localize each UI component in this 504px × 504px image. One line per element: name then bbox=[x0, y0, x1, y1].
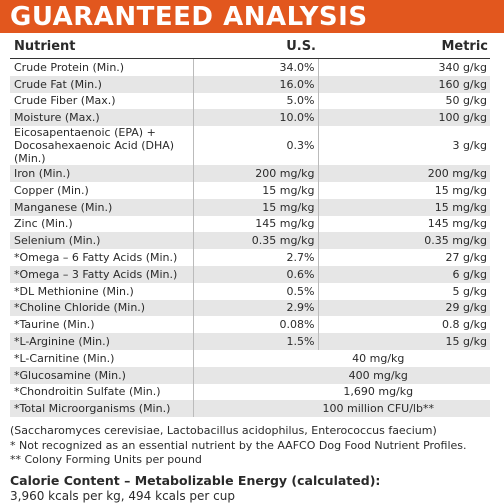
table-row: *L-Arginine (Min.) 1.5% 15 g/kg bbox=[10, 333, 490, 350]
value-cell: 1.5% bbox=[192, 333, 318, 350]
nutrient-cell: Crude Protein (Min.) bbox=[14, 60, 125, 74]
table-row: Zinc (Min.) 145 mg/kg 145 mg/kg bbox=[10, 215, 490, 233]
nutrient-cell: *Omega – 3 Fatty Acids (Min.) bbox=[10, 265, 193, 283]
value-cell: 2.7% bbox=[192, 249, 318, 266]
column-header: Metric bbox=[318, 36, 490, 59]
nutrient-cell: Copper (Min.) bbox=[14, 183, 89, 197]
value-cell: 0.6% bbox=[192, 265, 318, 283]
table-row: Moisture (Max.) 10.0% 100 g/kg bbox=[10, 109, 490, 127]
nutrient-cell: Iron (Min.) bbox=[10, 165, 193, 182]
table-row: Eicosapentaenoic (EPA) + Docosahexaenoic… bbox=[10, 126, 490, 166]
table-row: *L-Carnitine (Min.) 40 mg/kg bbox=[10, 349, 490, 367]
value-cell: 50 g/kg bbox=[317, 92, 490, 110]
table-row: *Glucosamine (Min.) 400 mg/kg bbox=[10, 366, 490, 384]
value-cell: 0.8 g/kg bbox=[317, 316, 490, 334]
value-cell: 34.0% bbox=[192, 58, 318, 76]
value-cell: 400 mg/kg bbox=[192, 366, 490, 384]
calorie-title: Calorie Content – Metabolizable Energy (… bbox=[10, 473, 381, 488]
table-row: Iron (Min.) 200 mg/kg 200 mg/kg bbox=[10, 165, 490, 182]
value-cell: 160 g/kg bbox=[317, 75, 490, 93]
value-cell: 0.35 mg/kg bbox=[192, 232, 318, 250]
value-cell: 15 mg/kg bbox=[317, 198, 490, 216]
value-cell: 5.0% bbox=[192, 92, 318, 110]
value-cell: 6 g/kg bbox=[317, 265, 490, 283]
table-row: Crude Fat (Min.) 16.0% 160 g/kg bbox=[10, 75, 490, 93]
header-title: GUARANTEED ANALYSIS bbox=[10, 2, 368, 32]
value-cell: 27 g/kg bbox=[317, 249, 490, 266]
value-cell: 0.5% bbox=[192, 282, 318, 300]
footnotes: (Saccharomyces cerevisiae, Lactobacillus… bbox=[10, 424, 467, 468]
table-row: Crude Fiber (Max.) 5.0% 50 g/kg bbox=[10, 92, 490, 110]
value-cell: 0.3% bbox=[192, 126, 318, 166]
table-row: *Total Microorganisms (Min.) 100 million … bbox=[10, 400, 490, 418]
footnote: ** Colony Forming Units per pound bbox=[10, 453, 202, 466]
value-cell: 340 g/kg bbox=[317, 58, 490, 76]
header-row: Nutrient U.S. Metric bbox=[10, 36, 490, 59]
value-cell: 100 million CFU/lb** bbox=[192, 400, 490, 418]
value-cell: 145 mg/kg bbox=[192, 215, 318, 233]
value-cell: 15 mg/kg bbox=[192, 198, 318, 216]
value-cell: 15 g/kg bbox=[317, 333, 490, 350]
nutrient-cell: Manganese (Min.) bbox=[10, 198, 193, 216]
table-row: *Choline Chloride (Min.) 2.9% 29 g/kg bbox=[10, 299, 490, 317]
table-row: Copper (Min.) 15 mg/kg 15 mg/kg bbox=[10, 181, 490, 199]
nutrient-cell: Selenium (Min.) bbox=[10, 232, 193, 250]
value-cell: 0.08% bbox=[192, 316, 318, 334]
nutrient-cell: *DL Methionine (Min.) bbox=[14, 284, 134, 298]
nutrient-cell: *Taurine (Min.) bbox=[14, 318, 95, 332]
column-header: Nutrient bbox=[10, 36, 193, 59]
table-row: Manganese (Min.) 15 mg/kg 15 mg/kg bbox=[10, 198, 490, 216]
table-row: *Chondroitin Sulfate (Min.) 1,690 mg/kg bbox=[10, 383, 490, 401]
footnote: * Not recognized as an essential nutrien… bbox=[10, 438, 467, 452]
value-cell: 200 mg/kg bbox=[192, 165, 318, 182]
value-cell: 1,690 mg/kg bbox=[192, 383, 490, 401]
table-row: *DL Methionine (Min.) 0.5% 5 g/kg bbox=[10, 282, 490, 300]
table-row: *Omega – 6 Fatty Acids (Min.) 2.7% 27 g/kg bbox=[10, 249, 490, 266]
nutrient-cell: Moisture (Max.) bbox=[10, 109, 193, 127]
value-cell: 2.9% bbox=[192, 299, 318, 317]
header-banner: GUARANTEED ANALYSIS bbox=[0, 0, 504, 33]
table-row: Crude Protein (Min.) 34.0% 340 g/kg bbox=[10, 58, 490, 76]
value-cell: 145 mg/kg bbox=[317, 215, 490, 233]
value-cell: 40 mg/kg bbox=[192, 349, 490, 367]
nutrient-cell: *Glucosamine (Min.) bbox=[10, 366, 193, 384]
nutrient-cell: *Choline Chloride (Min.) bbox=[10, 299, 193, 317]
value-cell: 200 mg/kg bbox=[317, 165, 490, 182]
value-cell: 15 mg/kg bbox=[317, 181, 490, 199]
value-cell: 15 mg/kg bbox=[192, 181, 318, 199]
nutrient-cell: *Omega – 6 Fatty Acids (Min.) bbox=[14, 251, 178, 265]
value-cell: 3 g/kg bbox=[317, 126, 490, 166]
value-cell: 5 g/kg bbox=[317, 282, 490, 300]
nutrient-cell: Crude Fat (Min.) bbox=[10, 75, 193, 93]
nutrient-cell: Crude Fiber (Max.) bbox=[14, 94, 116, 108]
value-cell: 100 g/kg bbox=[317, 109, 490, 127]
table-row: *Omega – 3 Fatty Acids (Min.) 0.6% 6 g/kg bbox=[10, 265, 490, 283]
nutrient-cell: Zinc (Min.) bbox=[14, 217, 73, 231]
table-row: Selenium (Min.) 0.35 mg/kg 0.35 mg/kg bbox=[10, 232, 490, 250]
nutrient-cell: *Chondroitin Sulfate (Min.) bbox=[14, 385, 161, 399]
value-cell: 16.0% bbox=[192, 75, 318, 93]
value-cell: 0.35 mg/kg bbox=[317, 232, 490, 250]
calorie-content: Calorie Content – Metabolizable Energy (… bbox=[10, 473, 380, 504]
table-row: *Taurine (Min.) 0.08% 0.8 g/kg bbox=[10, 316, 490, 334]
nutrient-cell: *L-Arginine (Min.) bbox=[10, 333, 193, 350]
value-cell: 29 g/kg bbox=[317, 299, 490, 317]
footnote: (Saccharomyces cerevisiae, Lactobacillus… bbox=[10, 424, 437, 437]
nutrient-cell: *L-Carnitine (Min.) bbox=[14, 351, 115, 365]
value-cell: 10.0% bbox=[192, 109, 318, 127]
calorie-text: 3,960 kcals per kg, 494 kcals per cup bbox=[10, 489, 235, 503]
column-header: U.S. bbox=[193, 36, 318, 59]
analysis-table: Nutrient U.S. Metric Crude Protein (Min.… bbox=[10, 36, 490, 418]
nutrient-cell: *Total Microorganisms (Min.) bbox=[10, 400, 193, 418]
nutrient-cell: Eicosapentaenoic (EPA) + Docosahexaenoic… bbox=[14, 126, 175, 166]
